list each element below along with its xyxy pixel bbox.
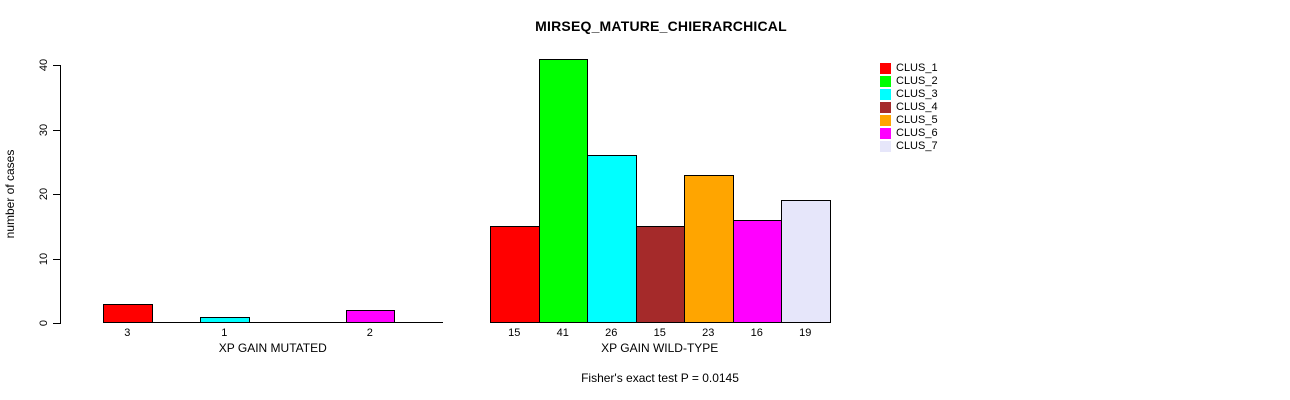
y-axis-tick-label: 40 bbox=[38, 58, 50, 72]
bar-value-label: 19 bbox=[799, 327, 812, 339]
bar-clus_7 bbox=[781, 200, 831, 323]
legend-label: CLUS_2 bbox=[896, 75, 938, 87]
y-axis-title: number of cases bbox=[3, 149, 17, 239]
bar-clus_6 bbox=[345, 310, 395, 323]
legend-swatch bbox=[880, 141, 891, 152]
bar-value-label: 3 bbox=[124, 327, 131, 339]
legend-swatch bbox=[880, 128, 891, 139]
y-axis-tick bbox=[53, 194, 60, 195]
bar-value-label: 23 bbox=[702, 327, 715, 339]
group-label: XP GAIN WILD-TYPE bbox=[601, 341, 719, 355]
legend-label: CLUS_5 bbox=[896, 114, 938, 126]
chart-title: MIRSEQ_MATURE_CHIERARCHICAL bbox=[535, 18, 787, 34]
bar-value-label: 16 bbox=[750, 327, 763, 339]
bar-value-label: 15 bbox=[653, 327, 666, 339]
bar-clus_1 bbox=[490, 226, 540, 323]
bar-clus_6 bbox=[732, 219, 782, 323]
y-axis-tick-label: 20 bbox=[38, 187, 50, 201]
legend-label: CLUS_6 bbox=[896, 127, 938, 139]
y-axis-tick bbox=[53, 323, 60, 324]
y-axis-tick bbox=[53, 65, 60, 66]
bar-value-label: 41 bbox=[556, 327, 569, 339]
legend-swatch bbox=[880, 115, 891, 126]
group-label: XP GAIN MUTATED bbox=[218, 341, 327, 355]
bar-clus_1 bbox=[103, 303, 153, 323]
legend-swatch bbox=[880, 63, 891, 74]
bar-value-label: 26 bbox=[605, 327, 618, 339]
bar-clus_5 bbox=[684, 174, 734, 323]
y-axis-tick-label: 30 bbox=[38, 123, 50, 136]
y-axis-tick-label: 10 bbox=[38, 252, 50, 265]
legend-label: CLUS_7 bbox=[896, 140, 938, 152]
legend-label: CLUS_1 bbox=[896, 62, 938, 74]
bar-clus_2 bbox=[538, 58, 588, 323]
y-axis-tick bbox=[53, 129, 60, 131]
bar-clus_3 bbox=[587, 155, 637, 323]
y-axis-tick-label: 0 bbox=[38, 319, 50, 327]
y-axis-tick bbox=[53, 258, 60, 260]
bar-value-label: 15 bbox=[508, 327, 521, 339]
legend-swatch bbox=[880, 102, 891, 113]
legend-label: CLUS_4 bbox=[896, 101, 938, 113]
legend-swatch bbox=[880, 76, 891, 87]
bar-value-label: 1 bbox=[221, 327, 228, 339]
legend-swatch bbox=[880, 89, 891, 100]
fisher-test-annotation: Fisher's exact test P = 0.0145 bbox=[581, 371, 739, 385]
bar-clus_4 bbox=[635, 226, 685, 323]
y-axis-line bbox=[60, 65, 61, 324]
x-axis-baseline bbox=[103, 322, 443, 323]
bar-clus_3 bbox=[200, 316, 250, 323]
legend-label: CLUS_3 bbox=[896, 88, 938, 100]
bar-value-label: 2 bbox=[366, 327, 373, 339]
